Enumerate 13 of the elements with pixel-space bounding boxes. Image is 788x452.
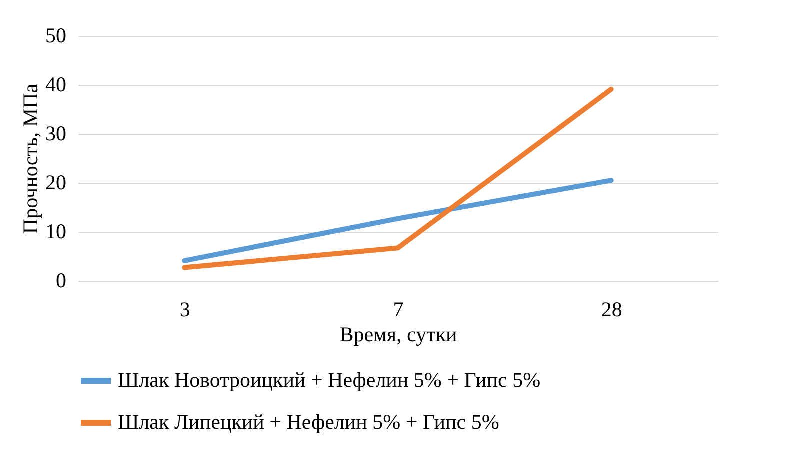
x-tick-label: 7: [393, 298, 404, 322]
y-tick-label: 10: [46, 220, 66, 244]
y-tick-label: 50: [46, 24, 66, 48]
x-tick-label: 3: [180, 298, 190, 322]
y-tick-label: 20: [46, 170, 66, 194]
y-tick-label: 40: [46, 72, 66, 96]
legend-label: Шлак Новотроицкий + Нефелин 5% + Гипс 5%: [118, 368, 541, 392]
y-tick-label: 0: [56, 268, 66, 292]
y-axis-title: Прочность, МПа: [18, 83, 42, 234]
y-tick-label: 30: [46, 122, 66, 146]
x-tick-label: 28: [601, 298, 622, 322]
x-axis-title: Время, сутки: [340, 322, 458, 346]
legend-label: Шлак Липецкий + Нефелин 5% + Гипс 5%: [118, 410, 500, 434]
